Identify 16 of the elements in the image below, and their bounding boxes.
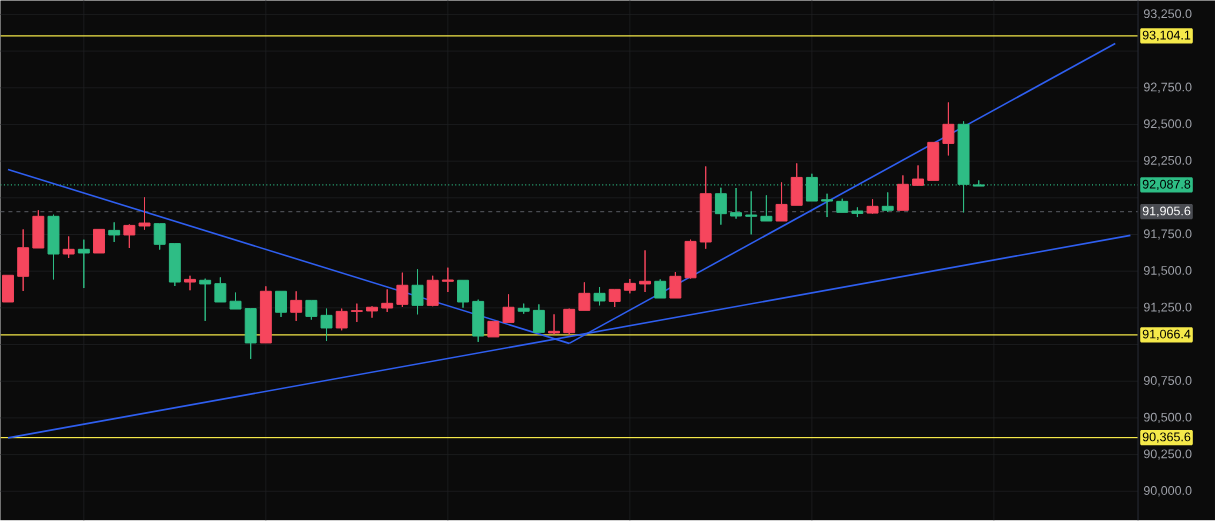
- y-tick-label: 91,500.0: [1143, 266, 1192, 277]
- y-tick-label: 92,500.0: [1143, 119, 1192, 130]
- y-tick-label: 90,500.0: [1143, 412, 1192, 424]
- ref-line-label: 93,104.1: [1142, 30, 1191, 42]
- ref-line-label: 92,087.8: [1142, 179, 1191, 191]
- y-tick-label: 90,750.0: [1143, 376, 1192, 387]
- y-tick-label: 93,250.0: [1143, 9, 1192, 20]
- y-tick-label: 91,750.0: [1143, 229, 1192, 240]
- y-tick-label: 92,250.0: [1143, 156, 1192, 167]
- y-tick-label: 90,250.0: [1143, 449, 1192, 460]
- ref-line-label: 90,365.6: [1142, 432, 1191, 443]
- y-tick-label: 91,250.0: [1143, 302, 1192, 314]
- y-tick-label: 90,000.0: [1143, 486, 1192, 497]
- ref-line-label: 91,066.4: [1142, 329, 1191, 341]
- y-tick-label: 92,750.0: [1143, 82, 1192, 94]
- ref-line-label: 91,905.6: [1142, 206, 1191, 217]
